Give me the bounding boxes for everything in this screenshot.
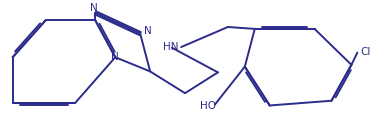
Text: N: N: [90, 3, 97, 13]
Text: HN: HN: [162, 42, 178, 52]
Text: Cl: Cl: [360, 47, 371, 57]
Text: N: N: [144, 26, 152, 36]
Text: HO: HO: [200, 101, 216, 111]
Text: N: N: [111, 52, 119, 62]
